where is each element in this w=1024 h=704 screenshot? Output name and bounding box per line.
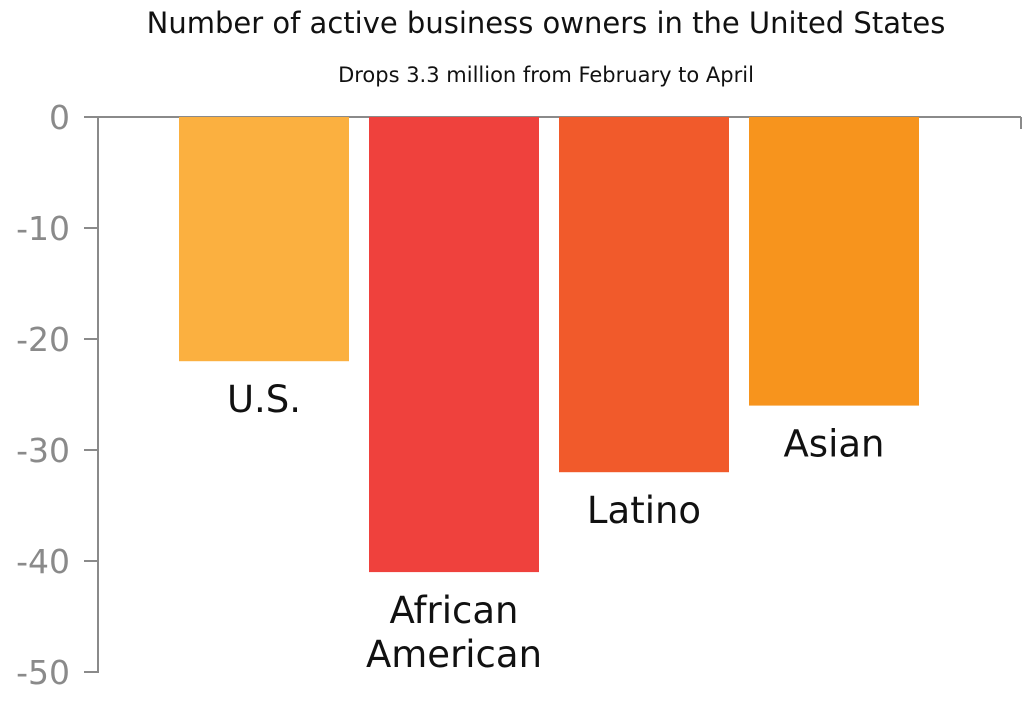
bar	[179, 117, 349, 362]
bar-category-label: African American	[366, 589, 542, 676]
y-tick-label: -50	[16, 653, 70, 692]
chart-title: Number of active business owners in the …	[147, 6, 946, 40]
y-tick-label: -20	[16, 320, 70, 359]
y-tick-label: -30	[16, 431, 70, 470]
bar-category-label: Asian	[784, 423, 885, 466]
bar-category-label: U.S.	[227, 378, 301, 421]
bar	[559, 117, 729, 473]
y-tick-label: 0	[49, 98, 70, 137]
category-labels: U.S. African American Latino Asian	[227, 378, 885, 676]
chart-subtitle: Drops 3.3 million from February to April	[338, 63, 754, 87]
bar	[749, 117, 919, 406]
y-tick-label: -40	[16, 542, 70, 581]
y-tick-label: -10	[16, 209, 70, 248]
bar-category-label: Latino	[587, 489, 701, 532]
bar	[369, 117, 539, 573]
bars	[179, 117, 919, 573]
